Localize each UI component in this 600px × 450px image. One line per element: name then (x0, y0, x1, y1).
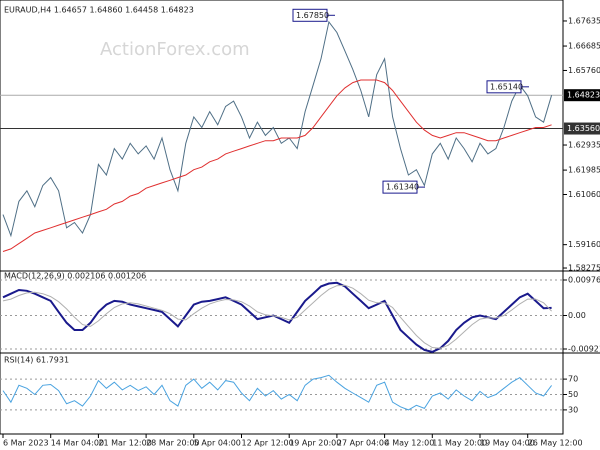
y-tick-label: 0.00 (568, 311, 586, 320)
last-price-label: 1.64823 (567, 91, 600, 100)
x-tick-label: 19 Apr 20:00 (289, 439, 341, 448)
x-tick-label: 11 May 20:00 (432, 439, 487, 448)
y-tick-label: 1.61060 (568, 190, 600, 199)
price-box (564, 89, 600, 102)
plot-frame (0, 0, 564, 435)
series-line (2, 20, 553, 238)
series-line (2, 281, 552, 353)
x-tick-label: 28 Mar 20:00 (146, 439, 199, 448)
y-tick-label: 70 (568, 375, 578, 384)
series-line (2, 374, 552, 411)
annotation-label: 1.67850 (296, 11, 329, 20)
x-tick-label: 19 May 04:00 (480, 439, 535, 448)
watermark: ActionForex.com (100, 39, 250, 60)
reference-label: 1.63560 (567, 124, 600, 133)
panel-title: EURAUD,H4 1.64657 1.64860 1.64458 1.6482… (4, 6, 194, 15)
x-tick-label: 4 May 12:00 (385, 439, 435, 448)
y-tick-label: 1.61985 (568, 166, 600, 175)
x-tick-label: 12 Apr 12:00 (242, 439, 294, 448)
annotation-label: 1.65140 (490, 82, 523, 91)
y-tick-label: 1.67635 (568, 16, 600, 25)
x-tick-label: 27 Apr 04:00 (337, 439, 389, 448)
annotation-label: 1.61340 (386, 183, 419, 192)
annotation-box (382, 180, 418, 194)
y-tick-label: 30 (568, 405, 578, 414)
y-tick-label: 1.58275 (568, 264, 600, 273)
x-tick-label: 21 Mar 12:00 (98, 439, 151, 448)
annotation-box (292, 8, 328, 22)
y-tick-label: 1.65760 (568, 66, 600, 75)
price-box (564, 122, 600, 135)
panel-title: RSI(14) 61.7931 (4, 356, 69, 365)
y-tick-label: 1.59160 (568, 240, 600, 249)
y-tick-label: 1.62935 (568, 141, 600, 150)
series-line (2, 79, 552, 252)
y-tick-label: 1.66685 (568, 42, 600, 51)
x-tick-label: 6 Mar 2023 (3, 439, 49, 448)
x-tick-label: 26 May 12:00 (528, 439, 583, 448)
x-tick-label: 14 Mar 04:00 (51, 439, 104, 448)
series-line (2, 284, 552, 349)
y-tick-label: 0.009761 (568, 275, 600, 284)
x-tick-label: 5 Apr 04:00 (194, 439, 241, 448)
y-tick-label: 50 (568, 390, 578, 399)
y-tick-label: -0.009216 (568, 345, 600, 354)
panel-title: MACD(12,26,9) 0.002106 0.001206 (4, 272, 146, 281)
annotation-box (486, 80, 522, 94)
